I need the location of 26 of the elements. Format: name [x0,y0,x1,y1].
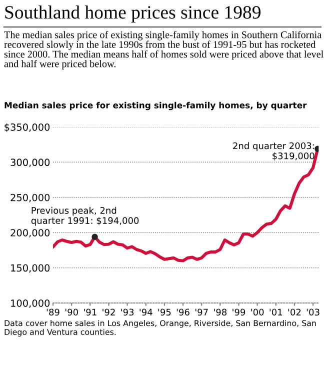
x-tick-label: '96 [176,308,190,316]
x-tick-label: '02 [288,308,301,316]
x-tick-label: '97 [195,308,208,316]
x-tick-label: '92 [102,308,115,316]
y-tick-label: 200,000 [10,229,50,238]
annotation: Previous peak, 2nd quarter 1991: $194,000 [31,206,139,226]
y-tick-label: 100,000 [11,299,50,308]
x-tick-label: '00 [251,308,264,316]
x-tick-label: '91 [84,308,96,316]
chart-title: Southland home prices since 1989 [5,6,260,22]
y-axis-title: Median sales price for existing single-family homes, by quarter [4,102,307,110]
y-tick-label: $350,000 [4,123,50,132]
y-tick-label: 300,000 [10,158,50,168]
x-tick-label: '94 [140,308,152,316]
x-tick-label: '90 [65,308,78,316]
x-tick-label: '98 [214,308,227,316]
chart-subtitle: The median sales price of existing single-family homes in Southern California recovered slowly in the late 1990s from the bust of 1991-95 but has rocketed since 2000. The median means half of homes sold were priced above that level and half were priced below. [4,31,324,70]
x-tick-label: '93 [121,308,134,316]
x-tick-label: '89 [46,308,60,316]
x-tick-label: '95 [158,308,171,316]
y-tick-label: 250,000 [10,194,50,202]
x-tick-label: '01 [270,308,282,316]
x-tick-label: '99 [232,308,246,316]
y-tick-label: 150,000 [11,264,50,273]
x-tick-label: '03 [306,308,320,316]
annotation: 2nd quarter 2003: $319,000 [233,142,314,160]
